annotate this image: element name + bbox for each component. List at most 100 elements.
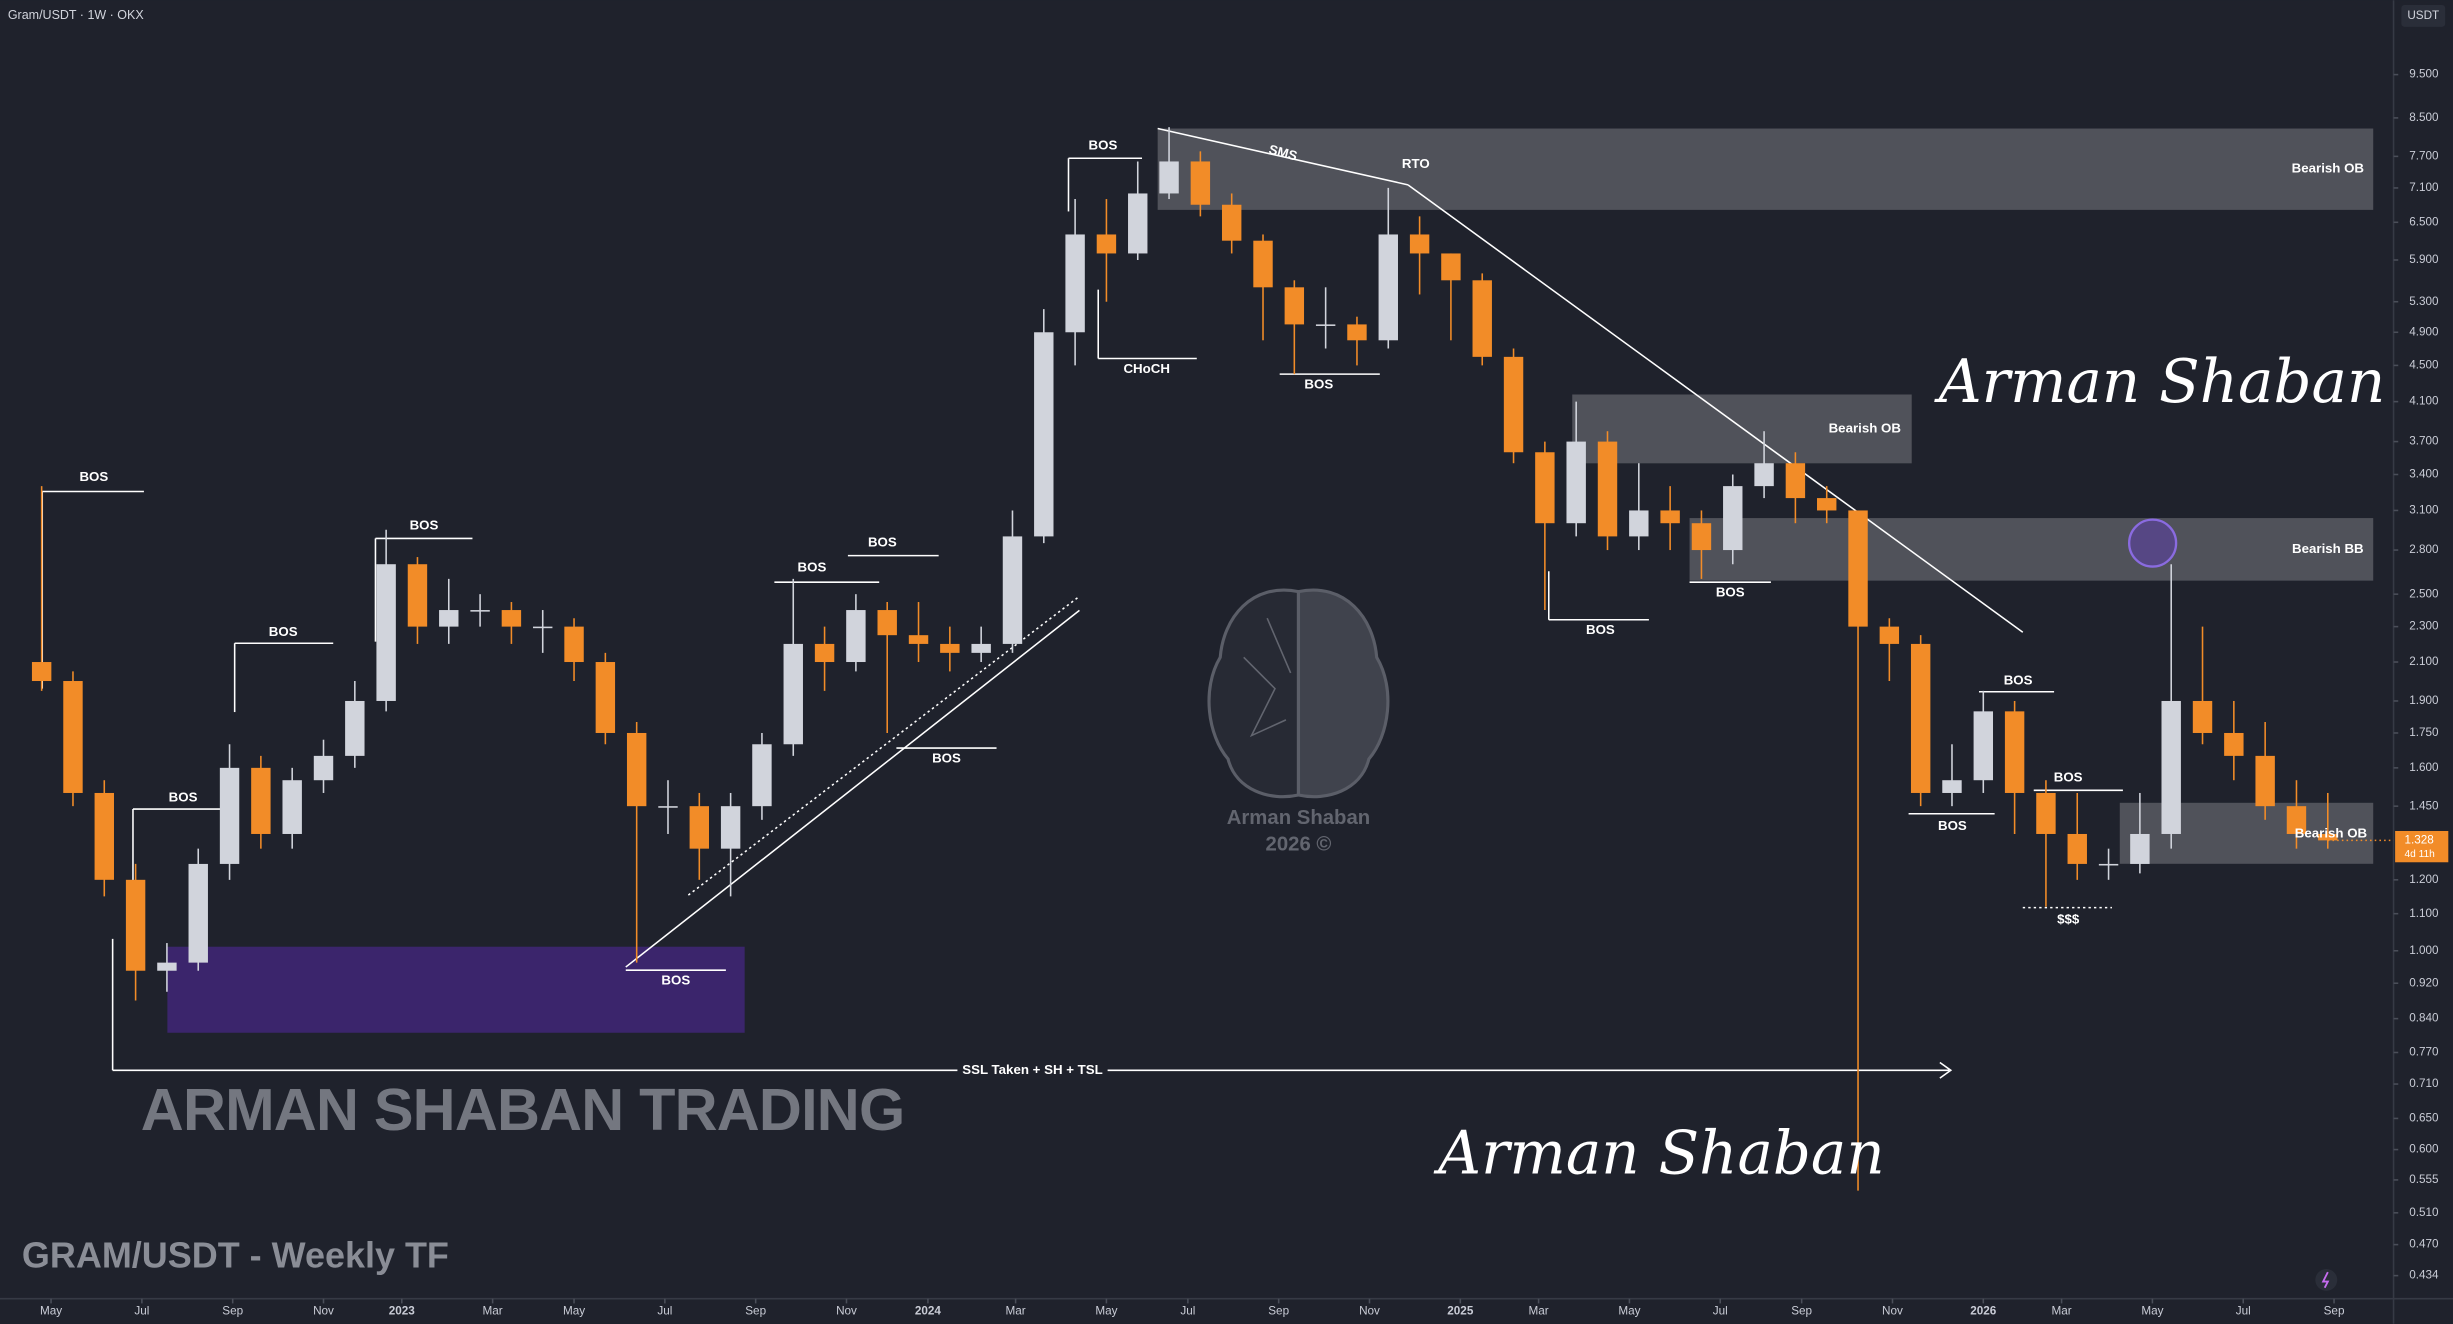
y-tick-label: 0.600 <box>2409 1143 2439 1156</box>
x-tick-label: Sep <box>1268 1304 1289 1317</box>
x-tick-label: Nov <box>1359 1304 1380 1317</box>
x-tick-label: Mar <box>483 1304 503 1317</box>
y-tick-label: 7.700 <box>2409 149 2439 162</box>
bearish-ob-zone <box>1157 128 2374 210</box>
y-tick-label: 1.600 <box>2409 761 2439 774</box>
y-tick-label: 5.900 <box>2409 253 2439 266</box>
candle-body <box>1629 510 1649 537</box>
logo-brain-left <box>1207 588 1301 799</box>
annotation: SMS <box>1267 142 1299 164</box>
candle-body <box>63 681 83 793</box>
candle-body <box>1347 324 1367 341</box>
x-tick-label: Mar <box>1529 1304 1549 1317</box>
y-tick-label: 4.100 <box>2409 395 2439 408</box>
x-tick-label: Sep <box>745 1304 766 1317</box>
annotation: $$$ <box>2057 912 2080 927</box>
y-tick-label: 1.200 <box>2409 873 2439 886</box>
logo: Arman Shaban 2026 © <box>1207 588 1390 855</box>
y-tick-label: 1.000 <box>2409 944 2439 957</box>
annotation: BOS <box>1586 622 1615 637</box>
alert-icon[interactable] <box>2315 1268 2338 1291</box>
header: Gram/USDT · 1W · OKX <box>8 8 145 22</box>
x-tick-label: May <box>563 1304 585 1317</box>
candle-body <box>251 767 271 834</box>
y-tick-label: 1.900 <box>2409 694 2439 707</box>
y-tick-label: 2.500 <box>2409 587 2439 600</box>
candle-body <box>2286 806 2307 834</box>
x-tick-label: May <box>2141 1304 2163 1317</box>
annotation: Bearish OB <box>1829 420 1901 435</box>
candle-body <box>282 780 302 834</box>
y-tick-label: 2.300 <box>2409 620 2439 633</box>
annotation: Bearish BB <box>2292 541 2364 556</box>
candle-body <box>1973 711 1994 781</box>
candle-body <box>658 806 678 808</box>
candle-body <box>1284 287 1305 325</box>
annotation: RTO <box>1402 156 1430 171</box>
annotation: Bearish OB <box>2295 826 2367 841</box>
annotation: BOS <box>798 560 827 575</box>
candle-body <box>1535 452 1555 524</box>
candle-body <box>1691 523 1712 551</box>
annotation: CHoCH <box>1123 361 1169 376</box>
annotation: BOS <box>1938 818 1967 833</box>
candle-body <box>1315 324 1336 326</box>
annotation: BOS <box>1716 585 1745 600</box>
chart-title: GRAM/USDT - Weekly TF <box>22 1235 449 1276</box>
x-tick-label: Mar <box>1006 1304 1026 1317</box>
candle-body <box>1221 204 1242 241</box>
candle-body <box>1597 441 1618 537</box>
candle-body <box>1034 332 1054 537</box>
candle-body <box>94 792 114 880</box>
candle-body <box>908 635 929 644</box>
candle-body <box>971 643 991 653</box>
candle-body <box>2004 711 2025 793</box>
candle-body <box>2130 833 2150 864</box>
candle-body <box>1503 356 1524 453</box>
last-price-label: 1.328 <box>2405 833 2435 846</box>
x-tick-label: May <box>1618 1304 1640 1317</box>
candle-body <box>2036 792 2056 834</box>
candle-body <box>1002 536 1023 644</box>
last-price-box <box>2395 830 2449 863</box>
y-tick-label: 4.900 <box>2409 325 2439 338</box>
annotation: BOS <box>269 624 298 639</box>
candle-body <box>313 755 334 781</box>
y-tick-label: 0.840 <box>2409 1012 2439 1025</box>
y-tick-label: 1.750 <box>2409 726 2439 739</box>
candle-body <box>1159 161 1179 194</box>
candle-body <box>1472 280 1492 357</box>
candle-body <box>533 626 553 629</box>
x-tick-label: Jul <box>134 1304 149 1317</box>
x-tick-label: Jul <box>2236 1304 2251 1317</box>
x-tick-label: Mar <box>2051 1304 2071 1317</box>
candle-body <box>1096 234 1117 254</box>
bearish-ob-zone <box>1572 394 1912 464</box>
annotation: BOS <box>2054 769 2083 784</box>
drawing-line <box>1407 184 2024 633</box>
y-tick-label: 0.434 <box>2409 1269 2439 1282</box>
candle-body <box>689 806 710 849</box>
drawing-line <box>625 609 1080 968</box>
candle-body <box>2318 833 2338 841</box>
candle-body <box>1253 240 1273 288</box>
alert-icon-bolt <box>2321 1271 2330 1289</box>
y-tick-label: 1.450 <box>2409 799 2439 812</box>
drawing-line <box>1157 127 1409 186</box>
y-tick-label: 1.100 <box>2409 907 2439 920</box>
y-tick-label: 4.500 <box>2409 359 2439 372</box>
candle-body <box>752 744 772 807</box>
candle-body <box>2255 755 2275 807</box>
candle-body <box>2067 833 2087 864</box>
y-tick-label: 6.500 <box>2409 215 2439 228</box>
annotation: SSL Taken + SH + TSL <box>962 1062 1102 1077</box>
x-tick-label: May <box>1095 1304 1117 1317</box>
x-tick-label: Nov <box>1882 1304 1903 1317</box>
bearish-bb-zone <box>1689 518 2374 581</box>
highlight-circle <box>2127 518 2178 568</box>
candle-body <box>1065 234 1085 333</box>
y-tick-label: 0.510 <box>2409 1206 2439 1219</box>
candle-body <box>1566 441 1586 524</box>
y-tick-label: 0.555 <box>2409 1173 2439 1186</box>
annotation: BOS <box>932 751 961 766</box>
